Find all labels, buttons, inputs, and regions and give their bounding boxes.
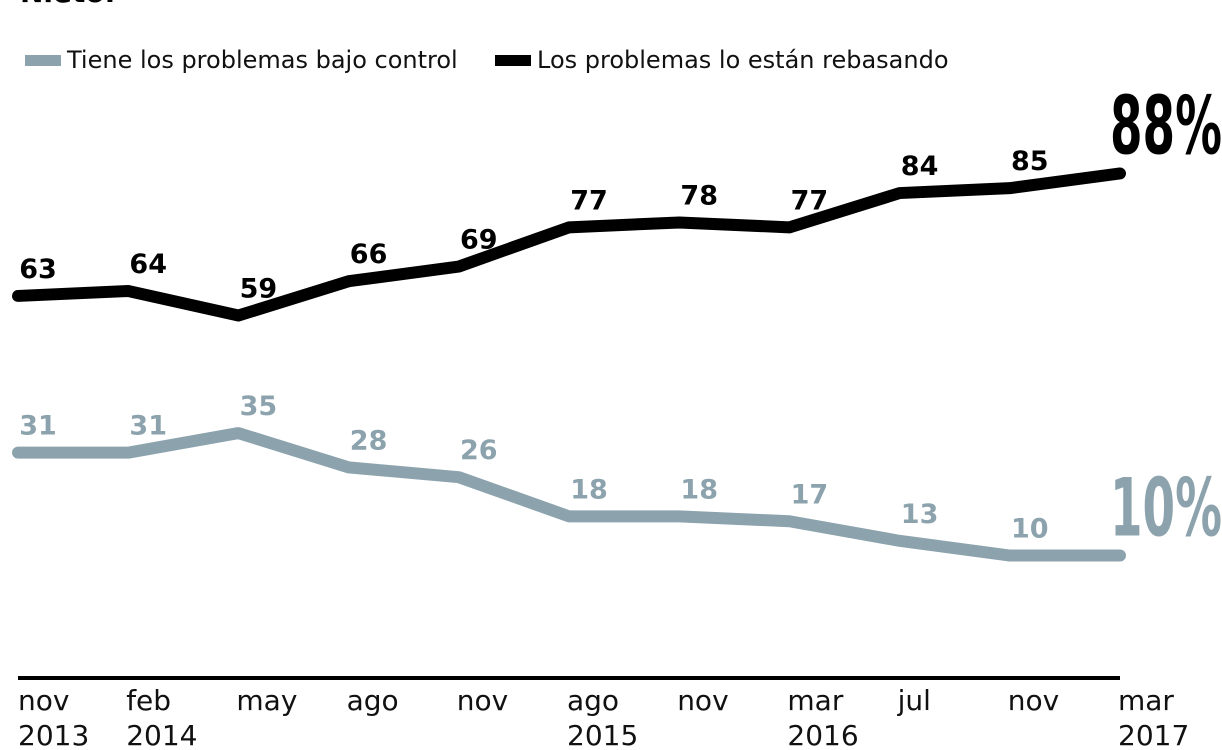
legend-label: Los problemas lo están rebasando (537, 46, 949, 74)
x-tick-label: mar (1118, 684, 1174, 717)
series-line (12, 167, 1126, 322)
x-tick-label: jul (897, 684, 931, 717)
legend-label: Tiene los problemas bajo control (66, 46, 458, 74)
x-tick-label: mar (787, 684, 843, 717)
x-tick-label: feb (126, 684, 171, 717)
series-line (12, 427, 1126, 562)
value-label: 64 (129, 249, 167, 280)
value-label: 35 (240, 391, 278, 422)
x-tick-label: nov (1008, 684, 1059, 717)
value-label: 18 (570, 474, 608, 505)
value-label: 77 (791, 185, 829, 216)
x-tick-label: ago (567, 684, 619, 717)
value-label: 63 (19, 254, 57, 285)
value-label: 31 (19, 411, 57, 442)
x-tick-label: may (236, 684, 297, 717)
x-tick-label: nov (457, 684, 508, 717)
end-value-label: 88% (1110, 79, 1222, 172)
x-tick-label: nov (677, 684, 728, 717)
legend-swatch (25, 55, 61, 66)
value-label: 17 (791, 479, 829, 510)
value-label: 69 (460, 225, 498, 256)
value-label: 66 (350, 239, 388, 270)
x-tick-year: 2016 (787, 719, 858, 750)
value-label: 85 (1011, 146, 1049, 177)
value-label: 26 (460, 435, 498, 466)
value-label: 18 (680, 474, 718, 505)
x-tick-label: nov (18, 684, 69, 717)
value-label: 84 (901, 151, 939, 182)
value-label: 78 (680, 180, 718, 211)
x-tick-year: 2013 (18, 719, 89, 750)
x-tick-year: 2015 (567, 719, 638, 750)
value-label: 59 (240, 274, 278, 305)
value-label: 77 (570, 185, 608, 216)
x-tick-year: 2014 (126, 719, 197, 750)
value-label: 28 (350, 425, 388, 456)
x-tick-year: 2017 (1118, 719, 1189, 750)
value-label: 10 (1011, 514, 1049, 545)
legend-swatch (495, 55, 531, 66)
value-label: 31 (129, 411, 167, 442)
x-tick-label: ago (347, 684, 399, 717)
end-value-label: 10% (1110, 462, 1222, 555)
value-label: 13 (901, 499, 939, 530)
chart-title: Nieto. (20, 0, 115, 9)
